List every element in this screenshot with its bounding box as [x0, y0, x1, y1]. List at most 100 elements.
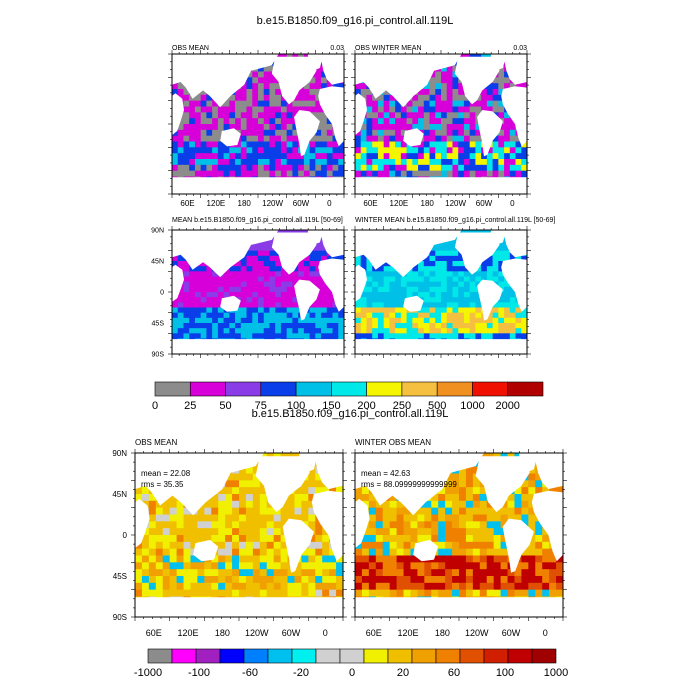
map-cell	[403, 507, 411, 515]
map-cell	[528, 582, 536, 591]
map-cell	[521, 164, 527, 172]
map-cell	[197, 521, 205, 529]
map-cell	[446, 94, 453, 102]
map-cell	[355, 153, 362, 160]
map-cell	[263, 271, 270, 277]
colorbar-label: 1000	[460, 400, 484, 412]
map-cell	[259, 562, 268, 570]
map-cell	[194, 312, 202, 319]
map-cell	[435, 250, 442, 257]
map-cell	[194, 141, 202, 148]
map-cell	[389, 159, 396, 166]
map-cell	[528, 548, 536, 556]
map-cell	[445, 487, 453, 495]
map-cell	[308, 487, 316, 495]
colorbar-label: -60	[242, 667, 258, 679]
map-cell	[315, 292, 322, 298]
map-cell	[475, 328, 482, 334]
map-cell	[481, 94, 488, 102]
map-cell	[400, 292, 407, 298]
land-mask	[355, 93, 367, 136]
map-cell	[452, 271, 459, 277]
map-cell	[308, 548, 316, 556]
map-cell	[441, 328, 448, 334]
map-cell	[410, 514, 418, 522]
map-cell	[252, 569, 261, 577]
map-cell	[463, 333, 471, 339]
map-cell	[235, 118, 242, 125]
map-cell	[361, 487, 370, 495]
map-cell	[441, 271, 448, 277]
map-cell	[395, 135, 402, 142]
map-cell	[336, 555, 343, 563]
map-cell	[400, 153, 407, 160]
map-cell	[301, 487, 309, 495]
map-cell	[446, 245, 453, 252]
map-cell	[252, 535, 261, 543]
map-cell	[303, 106, 310, 113]
map-cell	[204, 535, 212, 543]
map-cell	[246, 255, 253, 262]
map-cell	[200, 164, 207, 172]
map-cell	[322, 589, 330, 597]
map-cell	[239, 480, 247, 488]
map-cell	[446, 255, 453, 262]
map-cell	[246, 100, 253, 107]
map-cell	[229, 118, 236, 125]
map-cell	[383, 100, 390, 107]
map-cell	[155, 576, 164, 584]
map-cell	[206, 147, 213, 154]
map-panel-4	[355, 230, 527, 354]
map-cell	[266, 555, 275, 563]
map-cell	[269, 333, 276, 339]
map-cell	[338, 164, 344, 172]
map-cell	[446, 71, 453, 78]
map-cell	[269, 302, 276, 308]
map-cell	[308, 535, 316, 543]
map-cell	[486, 83, 493, 90]
map-cell	[189, 317, 196, 324]
map-cell	[469, 112, 476, 119]
map-cell	[308, 589, 316, 597]
map-cell	[155, 541, 164, 550]
map-cell	[368, 528, 377, 536]
map-cell	[190, 535, 198, 543]
map-cell	[239, 576, 247, 584]
map-cell	[263, 164, 270, 172]
map-cell	[322, 555, 330, 563]
map-cell	[452, 245, 459, 252]
map-cell	[504, 281, 511, 288]
map-cell	[463, 159, 471, 166]
map-cell	[204, 589, 212, 597]
map-cell	[492, 333, 499, 339]
map-cell	[528, 487, 536, 495]
map-cell	[286, 106, 293, 113]
map-cell	[259, 507, 268, 515]
map-cell	[498, 94, 505, 102]
map-cell	[200, 307, 207, 314]
map-cell	[452, 480, 460, 488]
colorbar-swatch	[435, 648, 461, 664]
map-cell	[252, 562, 261, 570]
map-cell	[252, 94, 259, 102]
map-cell	[509, 333, 516, 339]
map-cell	[259, 576, 268, 584]
map-cell	[514, 576, 522, 584]
map-cell	[441, 153, 448, 160]
map-cell	[200, 112, 207, 119]
map-cell	[514, 582, 522, 591]
map-cell	[286, 112, 293, 119]
map-cell	[452, 129, 459, 137]
map-cell	[375, 541, 384, 550]
map-cell	[382, 582, 391, 591]
map-cell	[360, 323, 367, 329]
map-cell	[269, 141, 276, 148]
map-cell	[148, 576, 157, 584]
map-cell	[355, 297, 362, 303]
map-cell	[275, 94, 282, 102]
map-cell	[252, 480, 261, 488]
map-cell	[481, 328, 488, 334]
panel3-title: MEAN b.e15.B1850.f09_g16.pi_control.all.…	[172, 217, 343, 224]
map-cell	[212, 281, 219, 288]
map-cell	[321, 129, 328, 137]
